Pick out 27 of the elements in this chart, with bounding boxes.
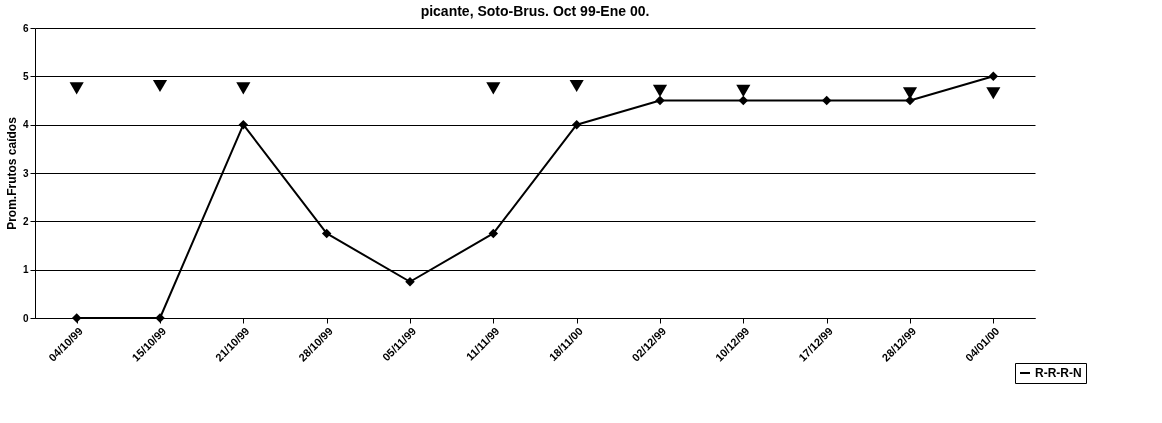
point bbox=[652, 84, 668, 97]
y-tick-label: 5 bbox=[22, 70, 29, 82]
point bbox=[821, 95, 832, 106]
y-tick-label: 6 bbox=[22, 22, 29, 34]
point bbox=[571, 119, 582, 130]
y-tick-label: 1 bbox=[22, 264, 29, 276]
point bbox=[569, 79, 584, 93]
y-tick-label: 0 bbox=[22, 312, 29, 324]
point bbox=[902, 87, 918, 100]
point bbox=[152, 79, 168, 93]
point bbox=[71, 313, 82, 323]
y-tick-label: 2 bbox=[22, 215, 29, 227]
point bbox=[69, 82, 84, 95]
point bbox=[736, 84, 751, 97]
point bbox=[321, 228, 332, 239]
point bbox=[486, 82, 501, 95]
y-axis-title: Prom.Frutos caídos bbox=[4, 116, 19, 230]
point bbox=[238, 119, 249, 130]
point bbox=[986, 87, 1001, 100]
chart-title: picante, Soto-Brus. Oct 99-Ene 00. bbox=[420, 3, 650, 19]
y-tick-label: 3 bbox=[22, 167, 29, 179]
point bbox=[488, 228, 499, 239]
y-tick-label: 4 bbox=[22, 119, 29, 131]
point bbox=[988, 71, 999, 82]
legend-label: R-R-R-N bbox=[1035, 366, 1082, 380]
point bbox=[236, 82, 251, 95]
point bbox=[655, 95, 665, 106]
